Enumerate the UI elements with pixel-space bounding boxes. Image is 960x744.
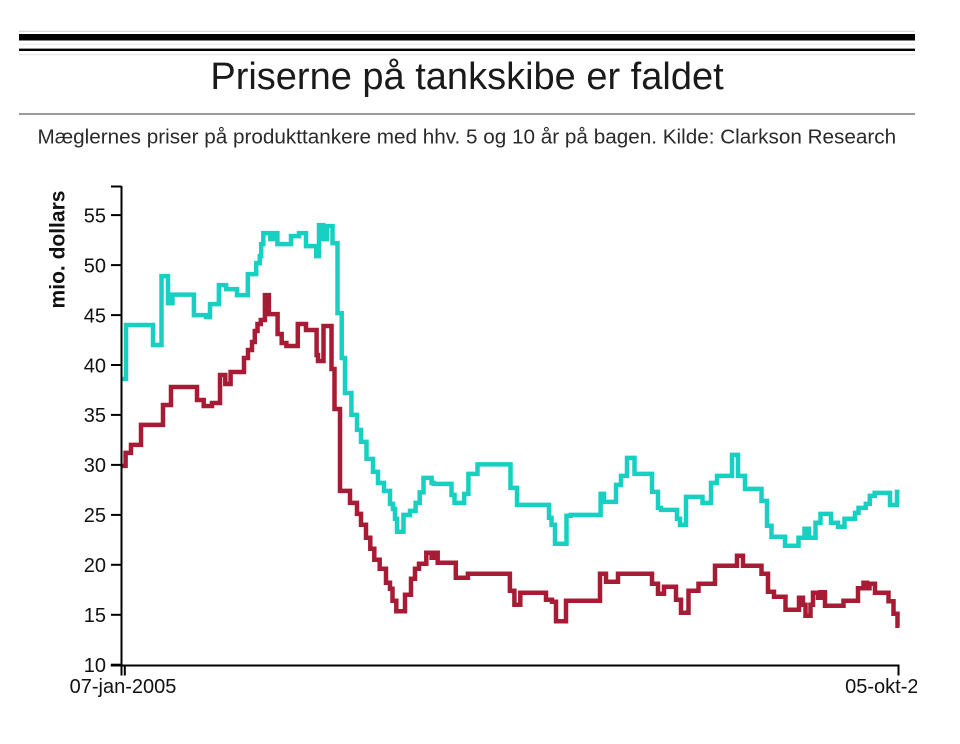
svg-text:55: 55 — [84, 205, 106, 227]
svg-text:Mæglernes priser på produkttan: Mæglernes priser på produkttankere med h… — [38, 126, 897, 149]
svg-text:45: 45 — [84, 305, 106, 327]
svg-text:35: 35 — [84, 405, 106, 427]
svg-text:10: 10 — [84, 655, 106, 677]
svg-text:30: 30 — [84, 455, 106, 477]
svg-text:Priserne på tankskibe er falde: Priserne på tankskibe er faldet — [210, 56, 724, 98]
svg-text:15: 15 — [84, 605, 106, 627]
svg-text:07-jan-2005: 07-jan-2005 — [70, 676, 177, 698]
svg-text:05-okt-2006: 05-okt-2006 — [845, 676, 952, 698]
svg-text:50: 50 — [84, 255, 106, 277]
svg-text:40: 40 — [84, 355, 106, 377]
svg-text:20: 20 — [84, 555, 106, 577]
svg-text:25: 25 — [84, 505, 106, 527]
svg-text:mio. dollars: mio. dollars — [47, 191, 70, 309]
